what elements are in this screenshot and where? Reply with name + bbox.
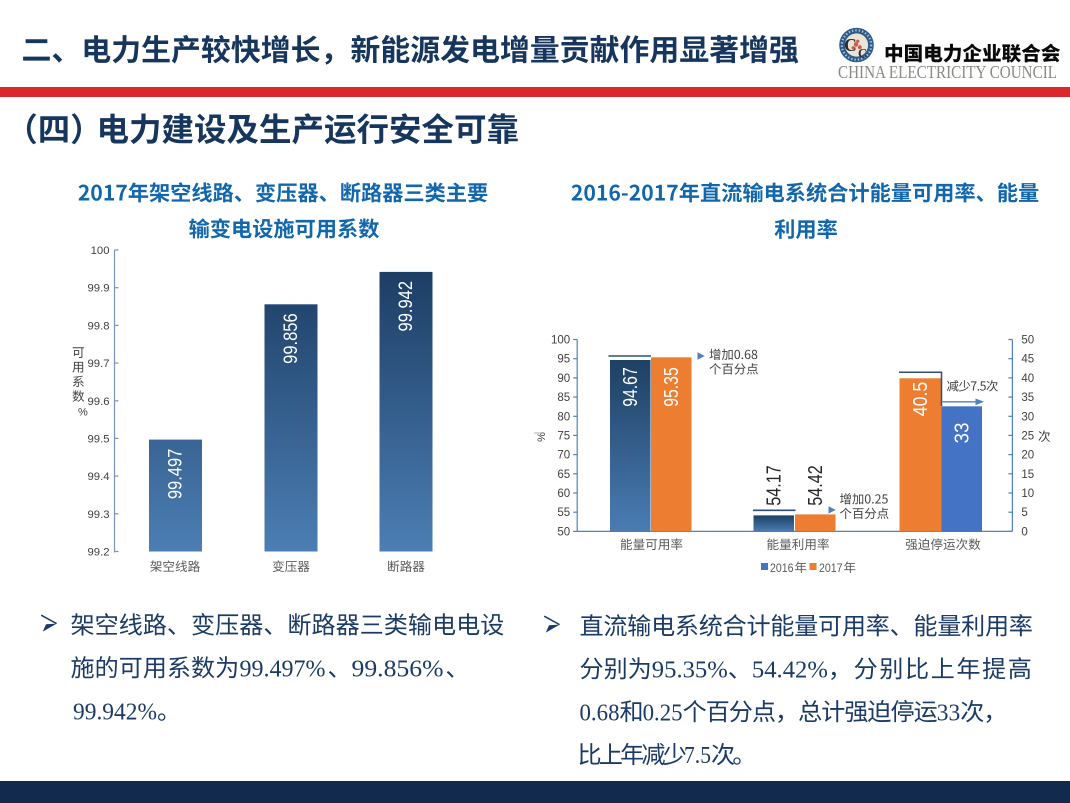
svg-text:0: 0 (1021, 526, 1027, 538)
svg-text:%: % (78, 406, 88, 418)
svg-text:99.2: 99.2 (88, 547, 110, 559)
svg-text:80: 80 (557, 411, 570, 423)
svg-text:100: 100 (91, 245, 110, 257)
svg-text:65: 65 (557, 469, 570, 481)
svg-text:54.42%: 54.42% (752, 656, 828, 683)
svg-text:7.5: 7.5 (684, 742, 711, 769)
svg-text:25: 25 (1021, 430, 1034, 442)
svg-text:95.35%: 95.35% (652, 656, 728, 683)
svg-text:33: 33 (951, 423, 974, 444)
svg-text:40: 40 (1021, 373, 1034, 385)
svg-text:54.42: 54.42 (804, 465, 827, 506)
svg-text:0.25: 0.25 (643, 699, 683, 726)
svg-text:70: 70 (557, 450, 570, 462)
svg-text:33: 33 (937, 699, 961, 726)
svg-text:99.942%: 99.942% (73, 698, 157, 725)
svg-text:60: 60 (557, 488, 570, 500)
svg-text:35: 35 (1021, 392, 1034, 404)
svg-text:99.856: 99.856 (280, 313, 302, 364)
svg-text:100: 100 (551, 335, 570, 347)
svg-text:5: 5 (1021, 507, 1027, 519)
svg-text:CHINA ELECTRICITY COUNCIL: CHINA ELECTRICITY COUNCIL (838, 62, 1057, 82)
svg-text:99.6: 99.6 (88, 396, 110, 408)
svg-text:2016: 2016 (770, 561, 794, 575)
svg-text:90: 90 (557, 373, 570, 385)
svg-text:95: 95 (557, 354, 570, 366)
svg-text:10: 10 (1021, 488, 1034, 500)
svg-text:99.5: 99.5 (88, 433, 110, 445)
svg-text:50: 50 (557, 526, 570, 538)
svg-text:45: 45 (1021, 354, 1034, 366)
svg-text:C: C (858, 47, 867, 61)
svg-text:20: 20 (1021, 450, 1034, 462)
svg-text:99.497: 99.497 (165, 449, 187, 500)
svg-text:%: % (536, 432, 548, 442)
svg-text:95.35: 95.35 (660, 367, 683, 407)
svg-text:75: 75 (557, 430, 570, 442)
svg-text:99.3: 99.3 (88, 509, 110, 521)
svg-text:15: 15 (1021, 469, 1034, 481)
svg-text:99.4: 99.4 (88, 471, 110, 483)
svg-text:50: 50 (1021, 335, 1034, 347)
svg-text:30: 30 (1021, 411, 1034, 423)
svg-text:0.68: 0.68 (580, 699, 620, 726)
svg-text:99.9: 99.9 (88, 283, 110, 295)
svg-text:99.497%: 99.497% (240, 655, 326, 682)
svg-text:40.5: 40.5 (909, 382, 932, 417)
svg-text:99.8: 99.8 (88, 320, 110, 332)
svg-text:C: C (844, 35, 857, 55)
svg-text:99.856%: 99.856% (352, 655, 444, 682)
svg-text:2017: 2017 (819, 561, 843, 575)
svg-text:94.67: 94.67 (619, 367, 642, 407)
svg-text:55: 55 (557, 507, 570, 519)
svg-text:85: 85 (557, 392, 570, 404)
svg-text:54.17: 54.17 (763, 465, 786, 506)
svg-text:99.7: 99.7 (88, 358, 110, 370)
svg-text:99.942: 99.942 (395, 281, 417, 332)
